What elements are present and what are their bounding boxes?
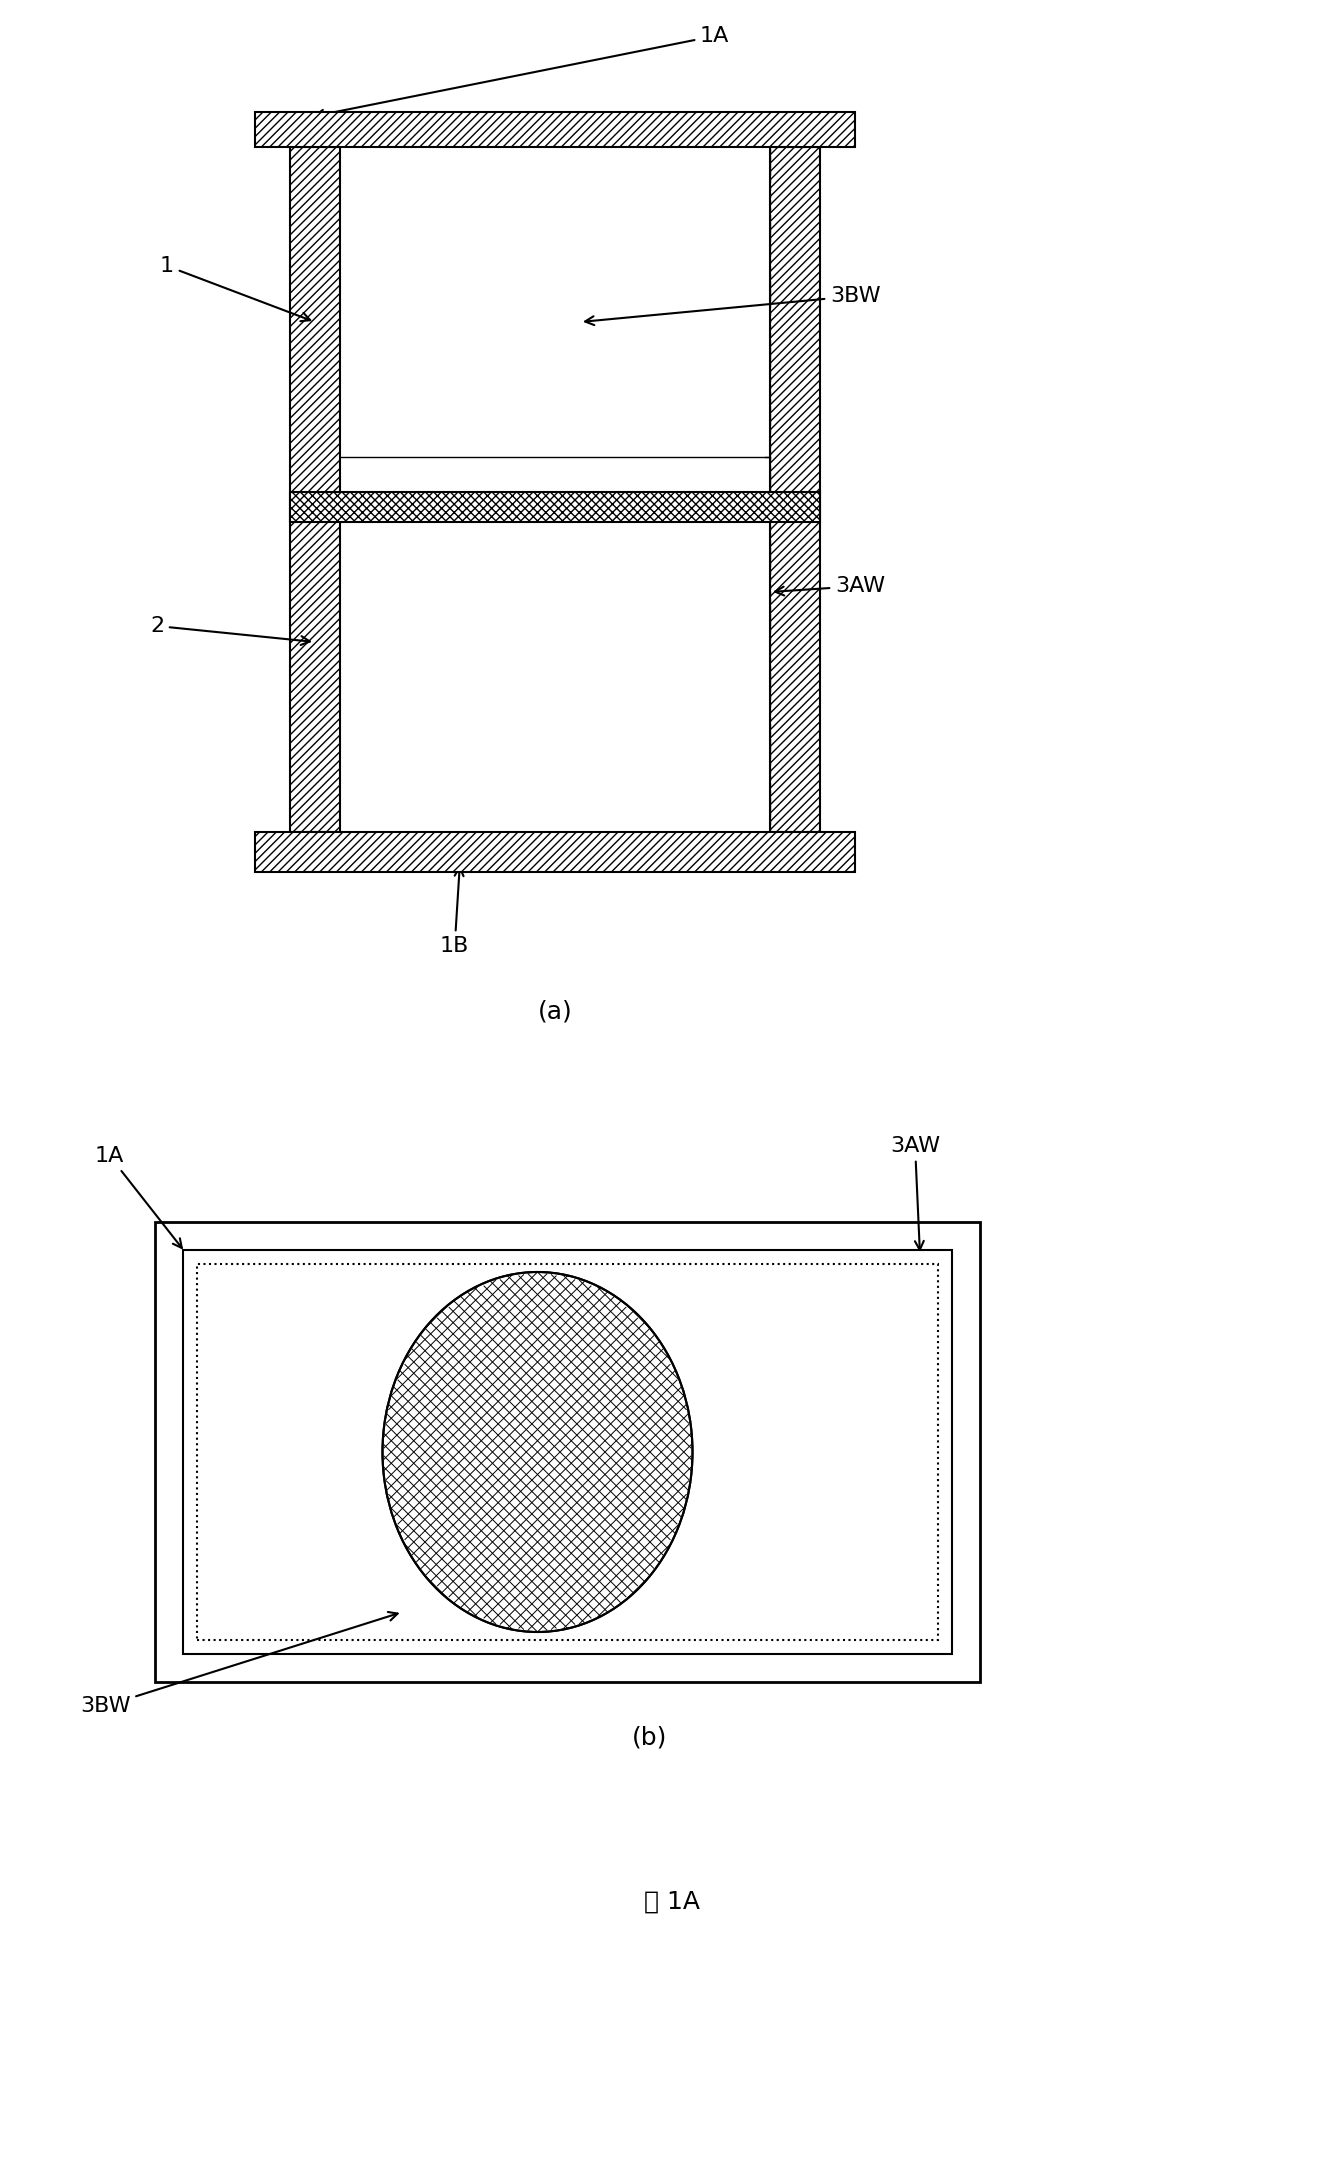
Bar	[255, 113, 855, 148]
Bar	[255, 832, 855, 871]
Text: 1B: 1B	[439, 867, 469, 956]
Text: 3AW: 3AW	[775, 576, 886, 595]
Text: 3AW: 3AW	[890, 1136, 939, 1249]
Bar	[255, 113, 855, 148]
Bar	[155, 1223, 980, 1681]
Bar	[183, 1251, 952, 1655]
Bar	[198, 1264, 938, 1640]
Text: (b): (b)	[632, 1725, 668, 1748]
Bar	[290, 148, 340, 832]
Text: 1: 1	[160, 256, 310, 321]
Text: 1A: 1A	[314, 26, 730, 119]
Text: 2: 2	[151, 617, 310, 645]
Bar	[290, 148, 340, 832]
Bar	[290, 493, 820, 521]
Text: (a): (a)	[538, 999, 573, 1023]
Ellipse shape	[383, 1273, 692, 1631]
Bar	[770, 148, 820, 832]
Bar	[290, 493, 820, 521]
Text: 3BW: 3BW	[81, 1612, 398, 1716]
Bar	[770, 148, 820, 832]
Text: 1A: 1A	[95, 1147, 181, 1249]
Text: 图 1A: 图 1A	[644, 1890, 700, 1914]
Text: 3BW: 3BW	[585, 287, 880, 326]
Bar	[255, 832, 855, 871]
